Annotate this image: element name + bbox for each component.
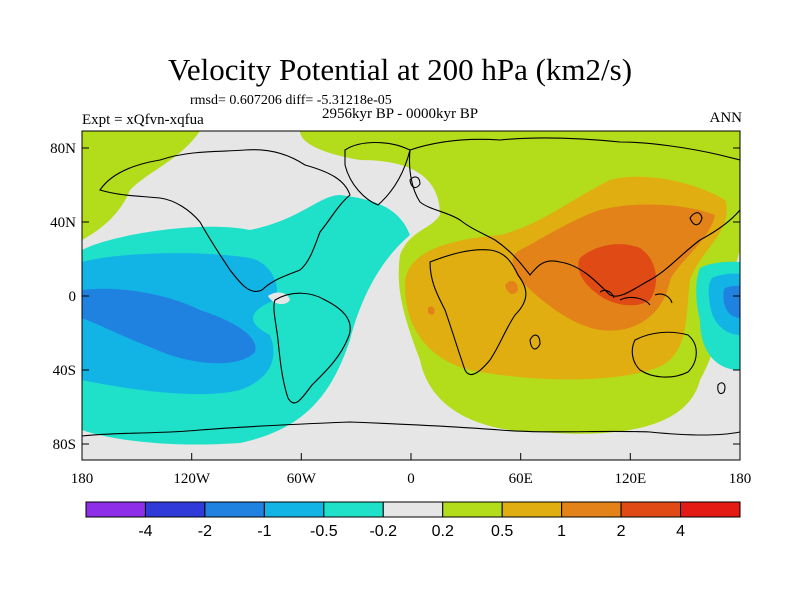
colorbar-swatch: [144, 501, 206, 518]
contour-field: [82, 131, 740, 460]
colorbar-swatch: [263, 501, 325, 518]
colorbar-swatch: [85, 501, 146, 518]
colorbar-swatch: [680, 501, 741, 518]
lon-label: 120E: [614, 471, 646, 487]
colorbar-label: 0.2: [432, 523, 454, 540]
lat-label: 80S: [53, 437, 76, 453]
coastlines: [82, 137, 740, 437]
chart-title: Velocity Potential at 200 hPa (km2/s): [167, 52, 633, 87]
lon-label: 180: [71, 471, 94, 487]
colorbar-label: -0.2: [369, 523, 397, 540]
contour-positive-max: [578, 244, 656, 306]
colorbar-swatch: [561, 501, 622, 518]
lon-label: 60E: [509, 471, 533, 487]
lon-label: 180: [729, 471, 752, 487]
contour-west-polar: [82, 131, 200, 240]
longitude-axis: 180 120W 60W 0 60E 120E 180: [71, 453, 752, 487]
colorbar-swatch: [382, 501, 444, 518]
coast-north-america: [99, 149, 351, 292]
coast-australia: [631, 331, 697, 378]
contour-positive-small-africa: [505, 280, 518, 295]
coast-new-zealand: [717, 382, 726, 395]
colorbar-label: 1: [557, 523, 566, 540]
coast-uk: [409, 176, 421, 189]
coast-indonesia: [599, 289, 673, 306]
lat-label: 40S: [53, 363, 76, 379]
coast-south-america: [273, 292, 351, 404]
colorbar-swatch: [204, 501, 265, 518]
lon-label: 120W: [173, 471, 211, 487]
contour-positive-small-atlantic: [427, 306, 435, 315]
coast-japan: [689, 212, 703, 226]
colorbar-label: -2: [198, 523, 212, 540]
coast-antarctica: [82, 421, 740, 437]
coast-greenland: [344, 142, 411, 206]
lat-label: 40N: [50, 215, 76, 231]
colorbar-swatch: [620, 501, 682, 518]
colorbar-label: -4: [138, 523, 152, 540]
colorbar-label: -0.5: [310, 523, 338, 540]
colorbar-swatch: [442, 501, 503, 518]
colorbar-label: 4: [676, 523, 685, 540]
period-subtitle: 2956kyr BP - 0000kyr BP: [322, 106, 479, 122]
lat-label: 0: [69, 289, 77, 305]
contour-negative-strong: [82, 288, 256, 364]
coast-madagascar: [529, 334, 541, 350]
lon-label: 0: [407, 471, 415, 487]
colorbar-label: 2: [617, 523, 626, 540]
colorbar: -4 -2 -1 -0.5 -0.2 0.2 0.5 1 2 4: [85, 501, 741, 540]
coast-africa: [429, 249, 527, 375]
lat-label: 80N: [50, 141, 76, 157]
latitude-axis: 80N 40N 0 40S 80S: [50, 141, 740, 453]
contour-negative-east-strong: [723, 285, 740, 318]
lon-label: 60W: [287, 471, 317, 487]
stats-subtitle: rmsd= 0.607206 diff= -5.31218e-05: [190, 93, 392, 108]
coast-eurasia: [408, 137, 740, 297]
season-label: ANN: [709, 110, 743, 126]
colorbar-swatch: [501, 501, 563, 518]
colorbar-label: 0.5: [491, 523, 513, 540]
colorbar-label: -1: [257, 523, 271, 540]
experiment-label: Expt = xQfvn-xqfua: [82, 112, 204, 128]
colorbar-swatch: [323, 501, 384, 518]
